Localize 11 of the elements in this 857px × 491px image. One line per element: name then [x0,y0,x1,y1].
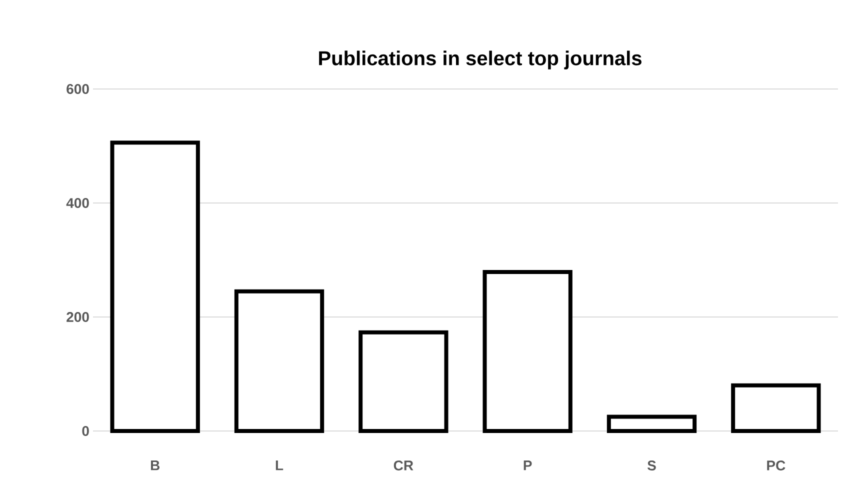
x-tick-label: S [647,460,656,470]
x-tick-label: L [276,460,284,470]
x-tick-label: PC [767,460,786,470]
y-tick-label: 600 [66,84,89,94]
y-tick-label: 200 [66,312,89,322]
x-tick-label: B [150,460,160,470]
chart-title: Publications in select top journals [319,50,642,70]
y-tick-label: 0 [82,426,89,436]
x-tick-label: P [524,460,532,470]
x-tick-label: CR [394,460,414,470]
y-tick-label: 400 [66,198,89,208]
